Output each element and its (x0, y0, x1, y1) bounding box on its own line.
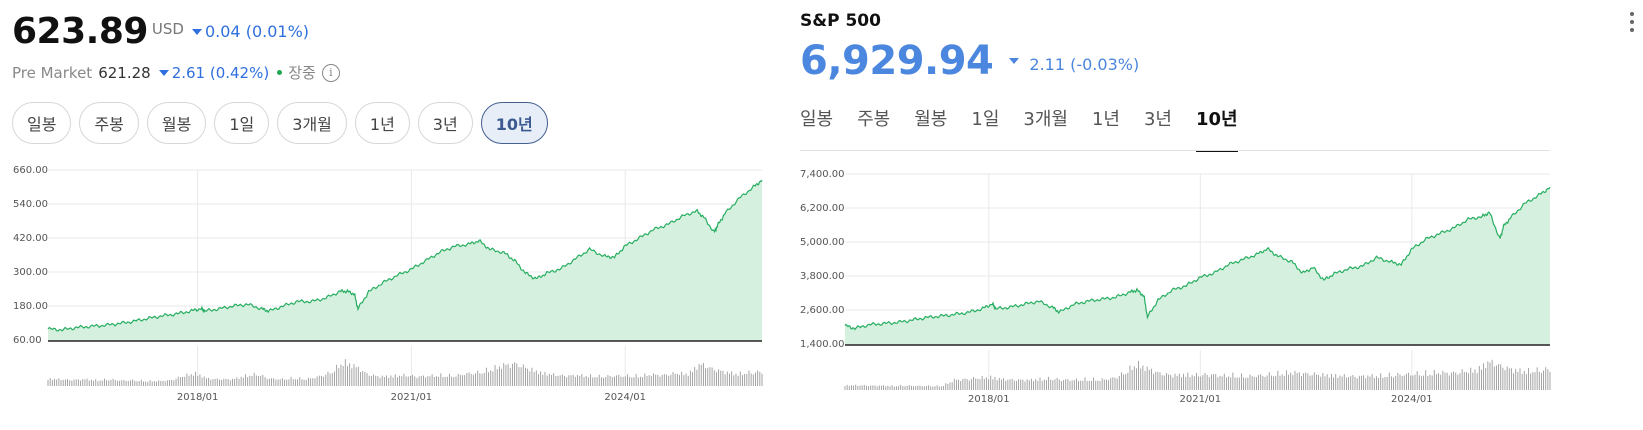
y-tick-label: 6,200.00 (800, 203, 845, 214)
tab-10y[interactable]: 10년 (1196, 104, 1238, 152)
y-tick-label: 660.00 (13, 165, 48, 176)
y-tick-label: 1,400.00 (800, 339, 845, 350)
range-selector: 일봉 주봉 월봉 1일 3개월 1년 3년 10년 (12, 102, 548, 144)
down-triangle-icon (158, 69, 169, 76)
x-tick-label: 2018/01 (177, 392, 219, 403)
y-tick-label: 60.00 (13, 335, 42, 346)
premarket-change: 2.61 (0.42%) (158, 63, 270, 82)
down-triangle-icon (191, 28, 202, 35)
premarket-label: Pre Market (12, 63, 93, 82)
y-tick-label: 540.00 (13, 199, 48, 210)
range-pill-weekly[interactable]: 주봉 (79, 102, 139, 144)
range-pill-3y[interactable]: 3년 (417, 102, 473, 144)
index-panel: S&P 500 6,929.94 2.11 (-0.03%) 일봉 주봉 월봉 … (800, 0, 1643, 430)
series-line (844, 186, 1551, 331)
premarket-change-value: 2.61 (0.42%) (171, 63, 270, 82)
price-change: 0.04 (0.01%) (191, 22, 310, 41)
x-tick-label: 2018/01 (968, 394, 1010, 405)
stock-panel: 623.89 USD 0.04 (0.01%) Pre Market 621.2… (0, 0, 800, 430)
series-line (47, 179, 763, 332)
tab-monthly[interactable]: 월봉 (914, 109, 948, 130)
price-chart-left[interactable]: 660.00 540.00 420.00 300.00 180.00 60.00 2018/… (0, 0, 800, 430)
series-area (48, 180, 762, 340)
tab-3y[interactable]: 3년 (1143, 109, 1172, 130)
y-tick-label: 180.00 (13, 301, 48, 312)
current-price: 623.89 (12, 11, 148, 52)
tab-3m[interactable]: 3개월 (1023, 109, 1068, 130)
y-tick-label: 7,400.00 (800, 169, 845, 180)
price-chart-right[interactable]: 7,400.00 6,200.00 5,000.00 3,800.00 2,600.00… (800, 0, 1643, 430)
y-tick-label: 3,800.00 (800, 271, 845, 282)
price-change-value: 0.04 (0.01%) (204, 22, 310, 41)
premarket-value: 621.28 (98, 63, 151, 82)
index-title: S&P 500 (800, 11, 881, 31)
x-tick-label: 2021/01 (391, 392, 433, 403)
y-tick-label: 2,600.00 (800, 305, 845, 316)
range-pill-daily[interactable]: 일봉 (12, 102, 72, 144)
range-pill-10y[interactable]: 10년 (480, 102, 548, 144)
tab-1y[interactable]: 1년 (1091, 109, 1120, 130)
index-change: 2.11 (-0.03%) (1029, 54, 1140, 74)
x-tick-label: 2024/01 (1391, 394, 1433, 405)
tab-daily[interactable]: 일봉 (800, 109, 834, 130)
x-tick-label: 2024/01 (604, 392, 646, 403)
tab-divider (800, 150, 1550, 151)
series-area (845, 187, 1550, 344)
range-pill-3m[interactable]: 3개월 (277, 102, 347, 144)
info-icon[interactable]: i (321, 63, 340, 82)
range-tabs: 일봉 주봉 월봉 1일 3개월 1년 3년 10년 (800, 104, 1262, 152)
down-triangle-icon (1009, 58, 1020, 64)
index-price-row: 6,929.94 2.11 (-0.03%) (800, 38, 1139, 84)
range-pill-monthly[interactable]: 월봉 (146, 102, 207, 144)
currency-label: USD (151, 20, 184, 38)
index-price: 6,929.94 (800, 38, 994, 84)
premarket-row: Pre Market 621.28 2.61 (0.42%) 장중 i (12, 62, 340, 83)
range-pill-1d[interactable]: 1일 (214, 102, 270, 144)
tab-1d[interactable]: 1일 (971, 109, 1000, 130)
y-tick-label: 420.00 (13, 233, 48, 244)
x-tick-label: 2021/01 (1180, 394, 1222, 405)
market-status-dot (277, 70, 283, 75)
y-tick-label: 5,000.00 (800, 237, 845, 248)
kebab-menu-icon[interactable] (1629, 12, 1635, 32)
range-pill-1y[interactable]: 1년 (354, 102, 410, 144)
tab-weekly[interactable]: 주봉 (857, 109, 891, 130)
market-status: 장중 (288, 64, 316, 82)
y-tick-label: 300.00 (13, 267, 48, 278)
price-header: 623.89 USD 0.04 (0.01%) (12, 10, 309, 54)
